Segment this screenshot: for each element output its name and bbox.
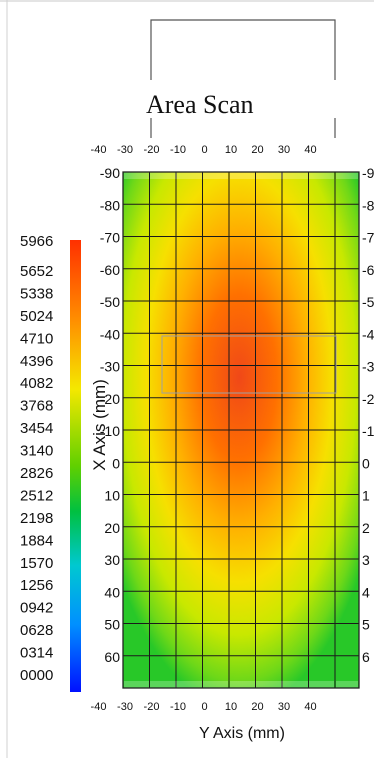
right-tick-label: -4 [362,326,374,342]
bottom-tick-label: -20 [144,701,160,713]
colorbar-label: 0628 [20,622,53,639]
colorbar-label: 3454 [20,420,53,437]
scan-region-outline [161,335,337,394]
colorbar-label: 0000 [20,667,53,684]
colorbar-label: 1884 [20,532,53,549]
colorbar-label: 3140 [20,443,53,460]
title-box [150,19,336,80]
right-tick-label: 1 [362,488,370,504]
colorbar-label: 1570 [20,555,53,572]
top-tick-label: -10 [170,144,186,156]
left-tick-label: 50 [104,617,120,633]
bottom-tick-label: 0 [201,701,207,713]
right-tick-label: -1 [362,423,374,439]
colorbar-label: 0314 [20,645,53,662]
left-tick-label: -20 [100,391,120,407]
left-tick-label: -80 [100,197,120,213]
colorbar-label: 5338 [20,285,53,302]
x-axis-label: Y Axis (mm) [199,725,285,742]
right-tick-label: -5 [362,294,374,310]
left-tick-label: 20 [104,520,120,536]
left-tick-label: -90 [100,165,120,181]
right-tick-label: 0 [362,455,370,471]
left-tick-label: -30 [100,359,120,375]
top-tick-label: 10 [225,144,237,156]
bottom-hatch-band [123,681,359,688]
colorbar-label: 2198 [20,510,53,527]
colorbar-label: 3768 [20,398,53,415]
bottom-axis-ticks: -40 -30 -20 -10 0 10 20 30 40 [91,701,317,713]
colorbar-label: 4396 [20,353,53,370]
colorbar-label: 2826 [20,465,53,482]
colorbar-labels: 5966 5652 5338 5024 4710 4396 4082 3768 3454 3140… [20,233,53,684]
left-tick-label: -70 [100,230,120,246]
right-tick-label: 6 [362,649,370,665]
left-tick-label: -40 [100,326,120,342]
left-tick-label: 10 [104,488,120,504]
top-tick-label: -30 [117,144,133,156]
bottom-tick-label: -30 [117,701,133,713]
top-tick-label: 0 [201,144,207,156]
right-tick-label: -2 [362,391,374,407]
colorbar-label: 5652 [20,263,53,280]
top-axis-ticks: -40 -30 -20 -10 0 10 20 30 40 [91,144,317,156]
right-tick-label: -6 [362,262,374,278]
left-axis-ticks: -90 -80 -70 -60 -50 -40 -30 -20 -10 0 10 20 30 40 50 60 [100,165,120,665]
bottom-tick-label: 30 [278,701,290,713]
top-tick-label: -40 [91,144,107,156]
left-tick-label: -50 [100,294,120,310]
bottom-tick-label: 10 [225,701,237,713]
left-tick-label: 0 [112,455,120,471]
bottom-tick-label: 40 [304,701,316,713]
right-tick-label: 4 [362,584,370,600]
left-tick-label: -10 [100,423,120,439]
right-tick-label: -7 [362,230,374,246]
right-tick-label: -8 [362,197,374,213]
left-tick-label: 60 [104,649,120,665]
right-tick-label: 5 [362,617,370,633]
colorbar-label: 1256 [20,577,53,594]
top-tick-label: -20 [144,144,160,156]
bottom-tick-label: -40 [91,701,107,713]
bottom-tick-label: 20 [251,701,263,713]
colorbar-label: 2512 [20,487,53,504]
left-tick-label: 30 [104,552,120,568]
chart-title: Area Scan [146,90,254,119]
top-tick-label: 20 [251,144,263,156]
colorbar-label: 4710 [20,330,53,347]
left-tick-label: -60 [100,262,120,278]
colorbar-label: 4082 [20,375,53,392]
top-hatch-band [123,172,359,179]
colorbar-label: 0942 [20,600,53,617]
plot-border [122,171,360,689]
colorbar-label: 5024 [20,308,53,325]
bottom-tick-label: -10 [170,701,186,713]
y-axis-label: X Axis (mm) [90,379,109,471]
right-tick-label: -9 [362,165,374,181]
left-tick-label: 40 [104,584,120,600]
right-axis-ticks: -9 -8 -7 -6 -5 -4 -3 -2 -1 0 1 2 3 4 5 6 [362,165,374,665]
right-tick-label: 2 [362,520,370,536]
grid-lines [123,172,359,688]
top-tick-label: 40 [304,144,316,156]
colorbar-label: 5966 [20,233,53,250]
colorbar [70,240,81,692]
top-tick-label: 30 [278,144,290,156]
right-tick-label: -3 [362,359,374,375]
right-tick-label: 3 [362,552,370,568]
